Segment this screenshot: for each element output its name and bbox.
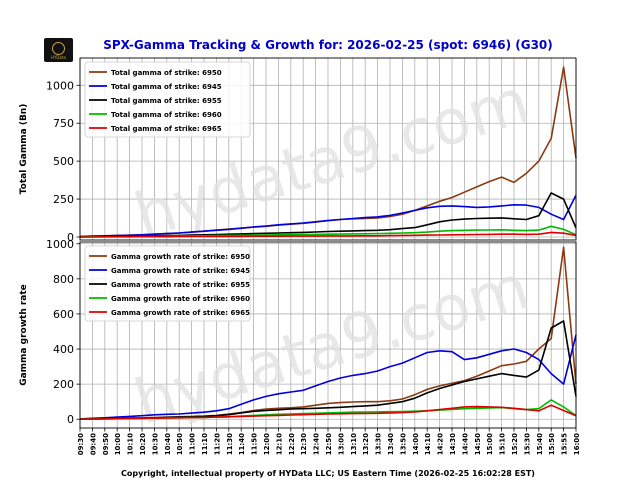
legend-box: [84, 61, 251, 138]
y-tick-label: 0: [67, 413, 74, 426]
legend-entry: Gamma growth rate of strike: 6965: [111, 309, 250, 317]
x-tick-label: 14:20: [437, 433, 445, 455]
axes-frame: [79, 57, 577, 241]
x-tick-label: 11:20: [213, 433, 221, 455]
x-tick-label: 14:50: [474, 433, 482, 455]
legend-entry: Gamma growth rate of strike: 6945: [111, 267, 250, 275]
x-tick-label: 13:40: [387, 433, 395, 455]
y-tick-label: 250: [53, 193, 74, 206]
x-tick-label: 11:00: [189, 433, 197, 455]
x-tick-label: 12:00: [263, 433, 271, 455]
legend-box: [84, 245, 251, 322]
x-tick-label: 15:00: [486, 433, 494, 455]
x-tick-label: 15:20: [511, 433, 519, 455]
legend: Total gamma of strike: 6950 Total gamma o…: [84, 61, 251, 138]
legend-entry: Total gamma of strike: 6965: [111, 125, 222, 133]
series-line-5: [79, 404, 577, 420]
x-tick-label: 13:10: [350, 433, 358, 455]
y-tick-label: 200: [53, 378, 74, 391]
y-tick-label: 1000: [46, 238, 74, 251]
y-tick-label: 500: [53, 155, 74, 168]
x-tick-label: 11:30: [226, 433, 234, 455]
legend-entry: Total gamma of strike: 6945: [111, 83, 222, 91]
y-tick-label: 800: [53, 273, 74, 286]
legend-entry: Total gamma of strike: 6960: [111, 111, 222, 119]
x-tick-label: 09:40: [89, 433, 97, 455]
y-axis-label: Gamma growth rate: [19, 284, 29, 386]
legend-entry: Gamma growth rate of strike: 6960: [111, 295, 250, 303]
legend-entry: Total gamma of strike: 6955: [111, 97, 222, 105]
x-tick-label: 09:30: [77, 433, 85, 455]
x-tick-label: 14:10: [424, 433, 432, 455]
legend-entry: Gamma growth rate of strike: 6955: [111, 281, 250, 289]
x-tick-label: 12:20: [288, 433, 296, 455]
x-tick-label: 12:40: [313, 433, 321, 455]
series-line-2: [79, 194, 577, 238]
x-tick-label: 13:50: [399, 433, 407, 455]
legend: Gamma growth rate of strike: 6950 Gamma g…: [84, 245, 251, 322]
legend-entry: Total gamma of strike: 6950: [111, 69, 222, 77]
series-line-5: [80, 231, 577, 238]
x-tick-label: 15:10: [499, 433, 507, 455]
x-tick-label: 13:20: [362, 433, 370, 455]
x-tick-label: 11:40: [238, 433, 246, 455]
x-tick-label: 12:50: [325, 433, 333, 455]
x-tick-label: 14:30: [449, 433, 457, 455]
y-tick-label: 600: [53, 308, 74, 321]
hydata-logo: HYData: [44, 38, 73, 62]
x-tick-label: 15:30: [523, 433, 531, 455]
x-tick-label: 10:10: [127, 433, 135, 455]
x-tick-label: 11:10: [201, 433, 209, 455]
y-tick-label: 0: [67, 231, 74, 244]
x-tick-label: 16:00: [573, 433, 581, 455]
legend-entry: Gamma growth rate of strike: 6950: [111, 253, 250, 261]
x-tick-label: 14:00: [412, 433, 420, 455]
x-tick-label: 15:40: [536, 433, 544, 455]
x-tick-label: 15:55: [561, 433, 569, 455]
x-tick-label: 11:50: [251, 433, 259, 455]
logo-ring-icon: [52, 42, 65, 55]
x-tick-label: 09:50: [102, 433, 110, 455]
y-tick-label: 750: [53, 117, 74, 130]
x-tick-label: 10:50: [176, 433, 184, 455]
x-tick-label: 10:30: [151, 433, 159, 455]
x-tick-label: 10:00: [114, 433, 122, 455]
x-tick-label: 15:50: [548, 433, 556, 455]
x-tick-label: 13:00: [337, 433, 345, 455]
logo-text: HYData: [50, 55, 66, 60]
footer-copyright: Copyright, intellectual property of HYDa…: [121, 469, 535, 478]
series-line-2: [79, 334, 577, 420]
x-tick-label: 12:30: [300, 433, 308, 455]
y-axis-label: Total Gamma (Bn): [19, 104, 29, 195]
y-tick-label: 1000: [46, 79, 74, 92]
x-tick-label: 10:40: [164, 433, 172, 455]
x-tick-label: 12:10: [275, 433, 283, 455]
y-tick-label: 400: [53, 343, 74, 356]
x-tick-label: 10:20: [139, 433, 147, 455]
x-tick-label: 14:40: [461, 433, 469, 455]
chart-title: SPX-Gamma Tracking & Growth for: 2026-02…: [103, 38, 553, 52]
x-tick-label: 13:30: [375, 433, 383, 455]
